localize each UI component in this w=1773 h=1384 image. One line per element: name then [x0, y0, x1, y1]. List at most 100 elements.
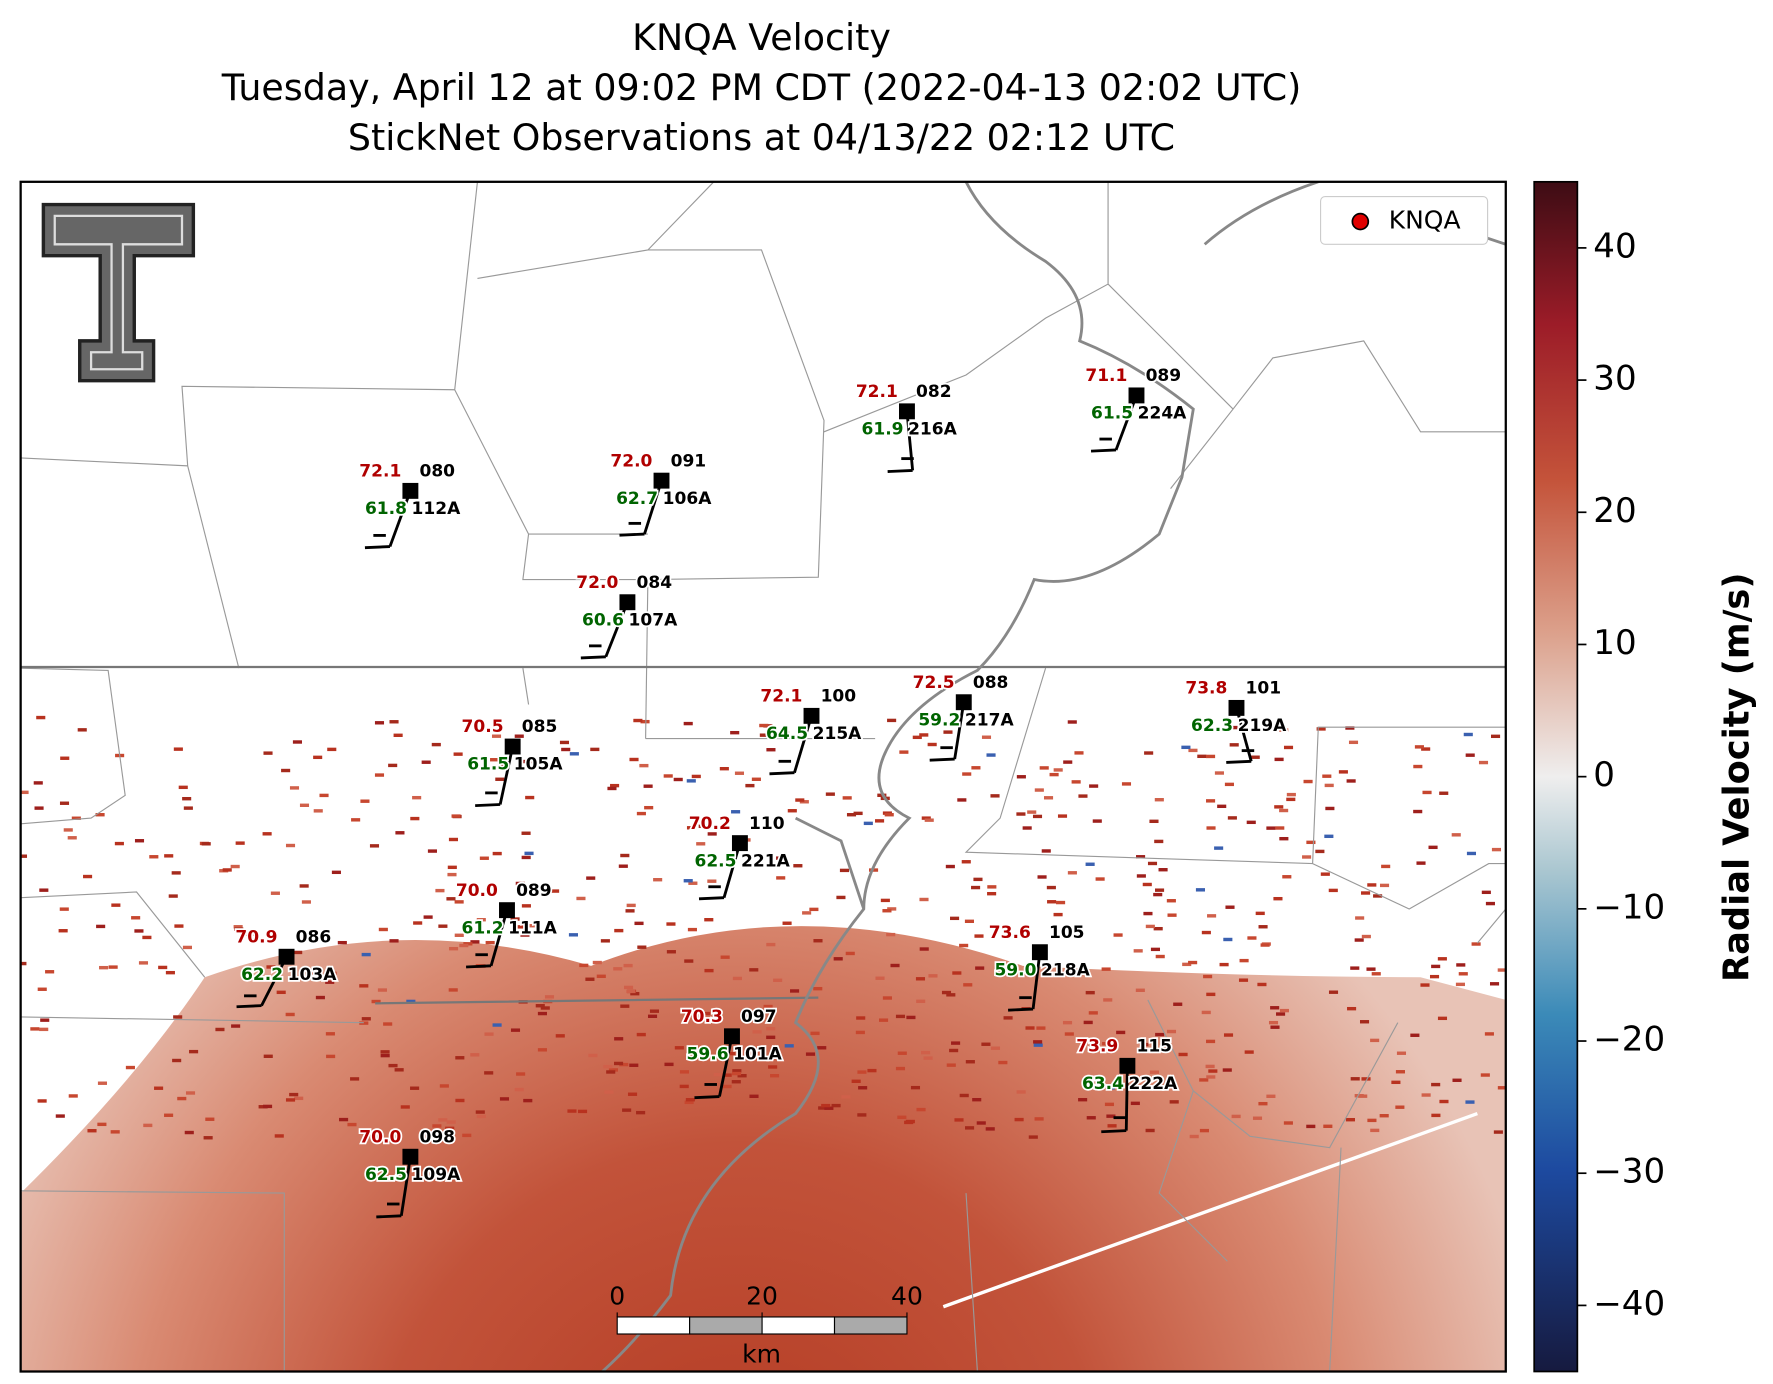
radar-speckle: [359, 984, 369, 988]
radar-speckle: [636, 811, 646, 816]
radar-speckle: [954, 1118, 964, 1122]
radar-speckle: [1053, 768, 1063, 772]
radar-speckle: [696, 842, 706, 846]
radar-speckle: [374, 721, 385, 725]
station-marker: [402, 1148, 419, 1165]
radar-speckle: [793, 864, 803, 868]
radar-speckle: [882, 909, 892, 913]
radar-speckle: [919, 897, 929, 902]
radar-speckle: [863, 821, 873, 826]
radar-speckle: [20, 854, 28, 858]
radar-speckle: [522, 759, 532, 764]
radar-speckle: [1238, 978, 1249, 982]
radar-speckle: [68, 1094, 78, 1098]
radar-speckle: [490, 758, 500, 762]
radar-speckle: [99, 965, 109, 970]
legend: KNQA: [1319, 196, 1489, 245]
radar-speckle: [875, 976, 885, 980]
radar-speckle: [971, 885, 981, 890]
radar-speckle: [915, 977, 926, 981]
radar-speckle: [1451, 833, 1461, 837]
station-id: 109A: [412, 1165, 462, 1185]
temperature: 73.6: [989, 923, 1031, 943]
radar-speckle: [821, 1103, 831, 1108]
station-value: 089: [1146, 366, 1182, 386]
radar-speckle: [610, 783, 620, 788]
radar-speckle: [1274, 757, 1284, 762]
radar-speckle: [1431, 1113, 1441, 1118]
radar-speckle: [0, 1126, 7, 1129]
radar-speckle: [59, 801, 70, 805]
radar-speckle: [1145, 924, 1155, 929]
radar-speckle: [1049, 772, 1059, 777]
radar-speckle: [294, 1096, 304, 1101]
radar-speckle: [164, 1113, 174, 1117]
radar-speckle: [1715, 1063, 1724, 1066]
radar-speckle: [515, 881, 525, 886]
wind-barb-staff: [399, 1156, 412, 1217]
radar-speckle: [374, 773, 385, 777]
radar-speckle: [608, 1068, 618, 1072]
radar-speckle: [1279, 1008, 1289, 1013]
station-value: 086: [296, 927, 332, 947]
radar-speckle: [262, 832, 272, 836]
radar-speckle: [524, 851, 534, 856]
radar-speckle: [158, 965, 168, 970]
radar-speckle: [1047, 900, 1057, 904]
radar-speckle: [1391, 1080, 1401, 1085]
radar-speckle: [433, 1134, 443, 1139]
station-id: 221A: [741, 851, 791, 871]
radar-speckle: [1345, 726, 1355, 730]
radar-speckle: [395, 831, 405, 835]
radar-speckle: [1520, 912, 1529, 915]
radar-speckle: [1618, 1099, 1627, 1102]
radar-speckle: [704, 918, 714, 922]
radar-speckle: [97, 1122, 107, 1127]
radar-speckle: [131, 916, 141, 920]
radar-speckle: [614, 928, 624, 933]
state-lines: [20, 665, 1506, 1005]
radar-speckle: [1268, 1020, 1279, 1025]
radar-speckle: [525, 924, 535, 928]
radar-speckle: [945, 864, 955, 869]
radar-speckle: [1207, 914, 1217, 918]
radar-speckle: [867, 1068, 877, 1073]
radar-speckle: [782, 921, 792, 925]
radar-speckle: [990, 794, 1000, 798]
radar-speckle: [1223, 937, 1233, 942]
radar-speckle: [1, 1066, 10, 1069]
station-value: 089: [516, 881, 552, 901]
radar-speckle: [776, 856, 786, 860]
radar-speckle: [1286, 797, 1296, 802]
station-value: 080: [419, 462, 455, 482]
radar-speckle: [722, 1084, 732, 1089]
radar-speckle: [653, 878, 663, 882]
radar-speckle: [313, 755, 323, 760]
radar-speckle: [1252, 1116, 1263, 1120]
radar-speckle: [1698, 892, 1707, 895]
radar-speckle: [400, 1105, 410, 1109]
radar-speckle: [1102, 1041, 1112, 1046]
radar-speckle: [720, 955, 730, 959]
wind-barb: [1090, 448, 1117, 453]
radar-speckle: [1214, 846, 1224, 850]
radar-speckle: [448, 837, 459, 842]
radar-speckle: [704, 968, 714, 973]
radar-speckle: [784, 1044, 794, 1048]
radar-speckle: [623, 963, 633, 968]
radar-speckle: [165, 970, 175, 975]
station-marker: [653, 472, 670, 489]
radar-speckle: [679, 1084, 689, 1089]
dewpoint: 61.2: [462, 918, 504, 938]
radar-speckle: [182, 796, 192, 801]
radar-speckle: [606, 1070, 616, 1074]
radar-speckle: [1258, 1101, 1268, 1106]
radar-speckle: [1414, 745, 1424, 749]
radar-speckle: [1598, 1129, 1607, 1132]
radar-speckle: [263, 1054, 273, 1058]
radar-speckle: [1647, 860, 1656, 863]
radar-speckle: [722, 1073, 732, 1077]
radar-speckle: [410, 1086, 420, 1090]
radar-speckle: [1083, 1020, 1093, 1025]
radar-speckle: [1439, 791, 1449, 795]
